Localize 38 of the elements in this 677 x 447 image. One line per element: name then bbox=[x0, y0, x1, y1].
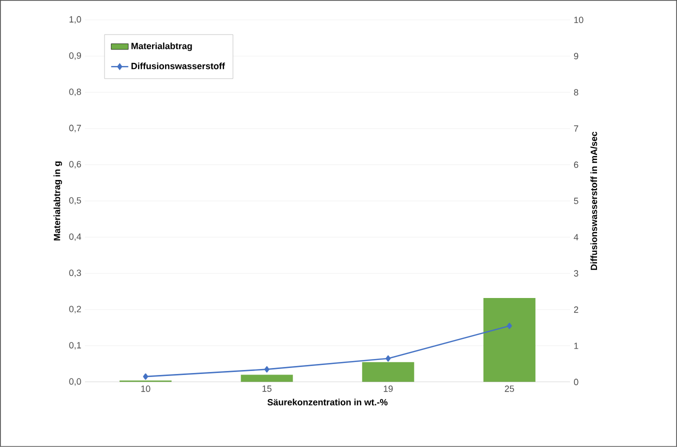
y-tick-label: 0,2 bbox=[69, 306, 81, 314]
point bbox=[386, 355, 391, 362]
y-tick-label: 1,0 bbox=[70, 16, 82, 24]
bar bbox=[362, 362, 414, 382]
y2-tick-label: 10 bbox=[574, 16, 584, 24]
y-tick-label: 0,5 bbox=[69, 197, 82, 205]
y-tick-label: 0,8 bbox=[69, 88, 82, 96]
legend-label: Materialabtrag bbox=[132, 42, 192, 52]
y2-axis-title: Diffusionswasserstoff in mA/sec bbox=[590, 132, 598, 270]
y-axis-title: Materialabtrag in g bbox=[54, 162, 62, 240]
y-tick-label: 0,3 bbox=[69, 270, 82, 278]
bar bbox=[483, 298, 536, 382]
y2-tick-label: 4 bbox=[574, 234, 578, 240]
legend-label: Diffusionswasserstoff bbox=[132, 62, 225, 70]
point bbox=[506, 322, 512, 330]
y-tick-label: 0,4 bbox=[69, 233, 82, 241]
y2-tick-label: 1 bbox=[574, 342, 578, 349]
x-tick-label: 19 bbox=[384, 386, 393, 392]
y-tick-label: 0,0 bbox=[69, 378, 82, 386]
point bbox=[143, 373, 148, 380]
y2-tick-label: 8 bbox=[574, 89, 578, 96]
x-tick-label: 10 bbox=[141, 386, 150, 392]
y2-tick-label: 5 bbox=[574, 198, 578, 204]
x-axis-title: Säurekonzentration in wt.-% bbox=[267, 398, 388, 406]
y2-tick-label: 3 bbox=[574, 270, 578, 277]
y2-tick-label: 0 bbox=[574, 378, 578, 386]
x-tick-label: 15 bbox=[262, 386, 272, 392]
y-tick-label: 0,6 bbox=[69, 161, 82, 168]
y-tick-label: 0,1 bbox=[69, 342, 81, 350]
bar bbox=[240, 374, 293, 382]
y2-tick-label: 9 bbox=[574, 52, 578, 60]
y-tick-label: 0,7 bbox=[69, 124, 81, 132]
y2-tick-label: 2 bbox=[574, 306, 578, 313]
y2-tick-label: 7 bbox=[574, 125, 578, 132]
x-tick-label: 25 bbox=[504, 386, 514, 392]
y-tick-label: 0,9 bbox=[69, 52, 81, 60]
y2-tick-label: 6 bbox=[574, 162, 578, 168]
point bbox=[264, 366, 270, 373]
